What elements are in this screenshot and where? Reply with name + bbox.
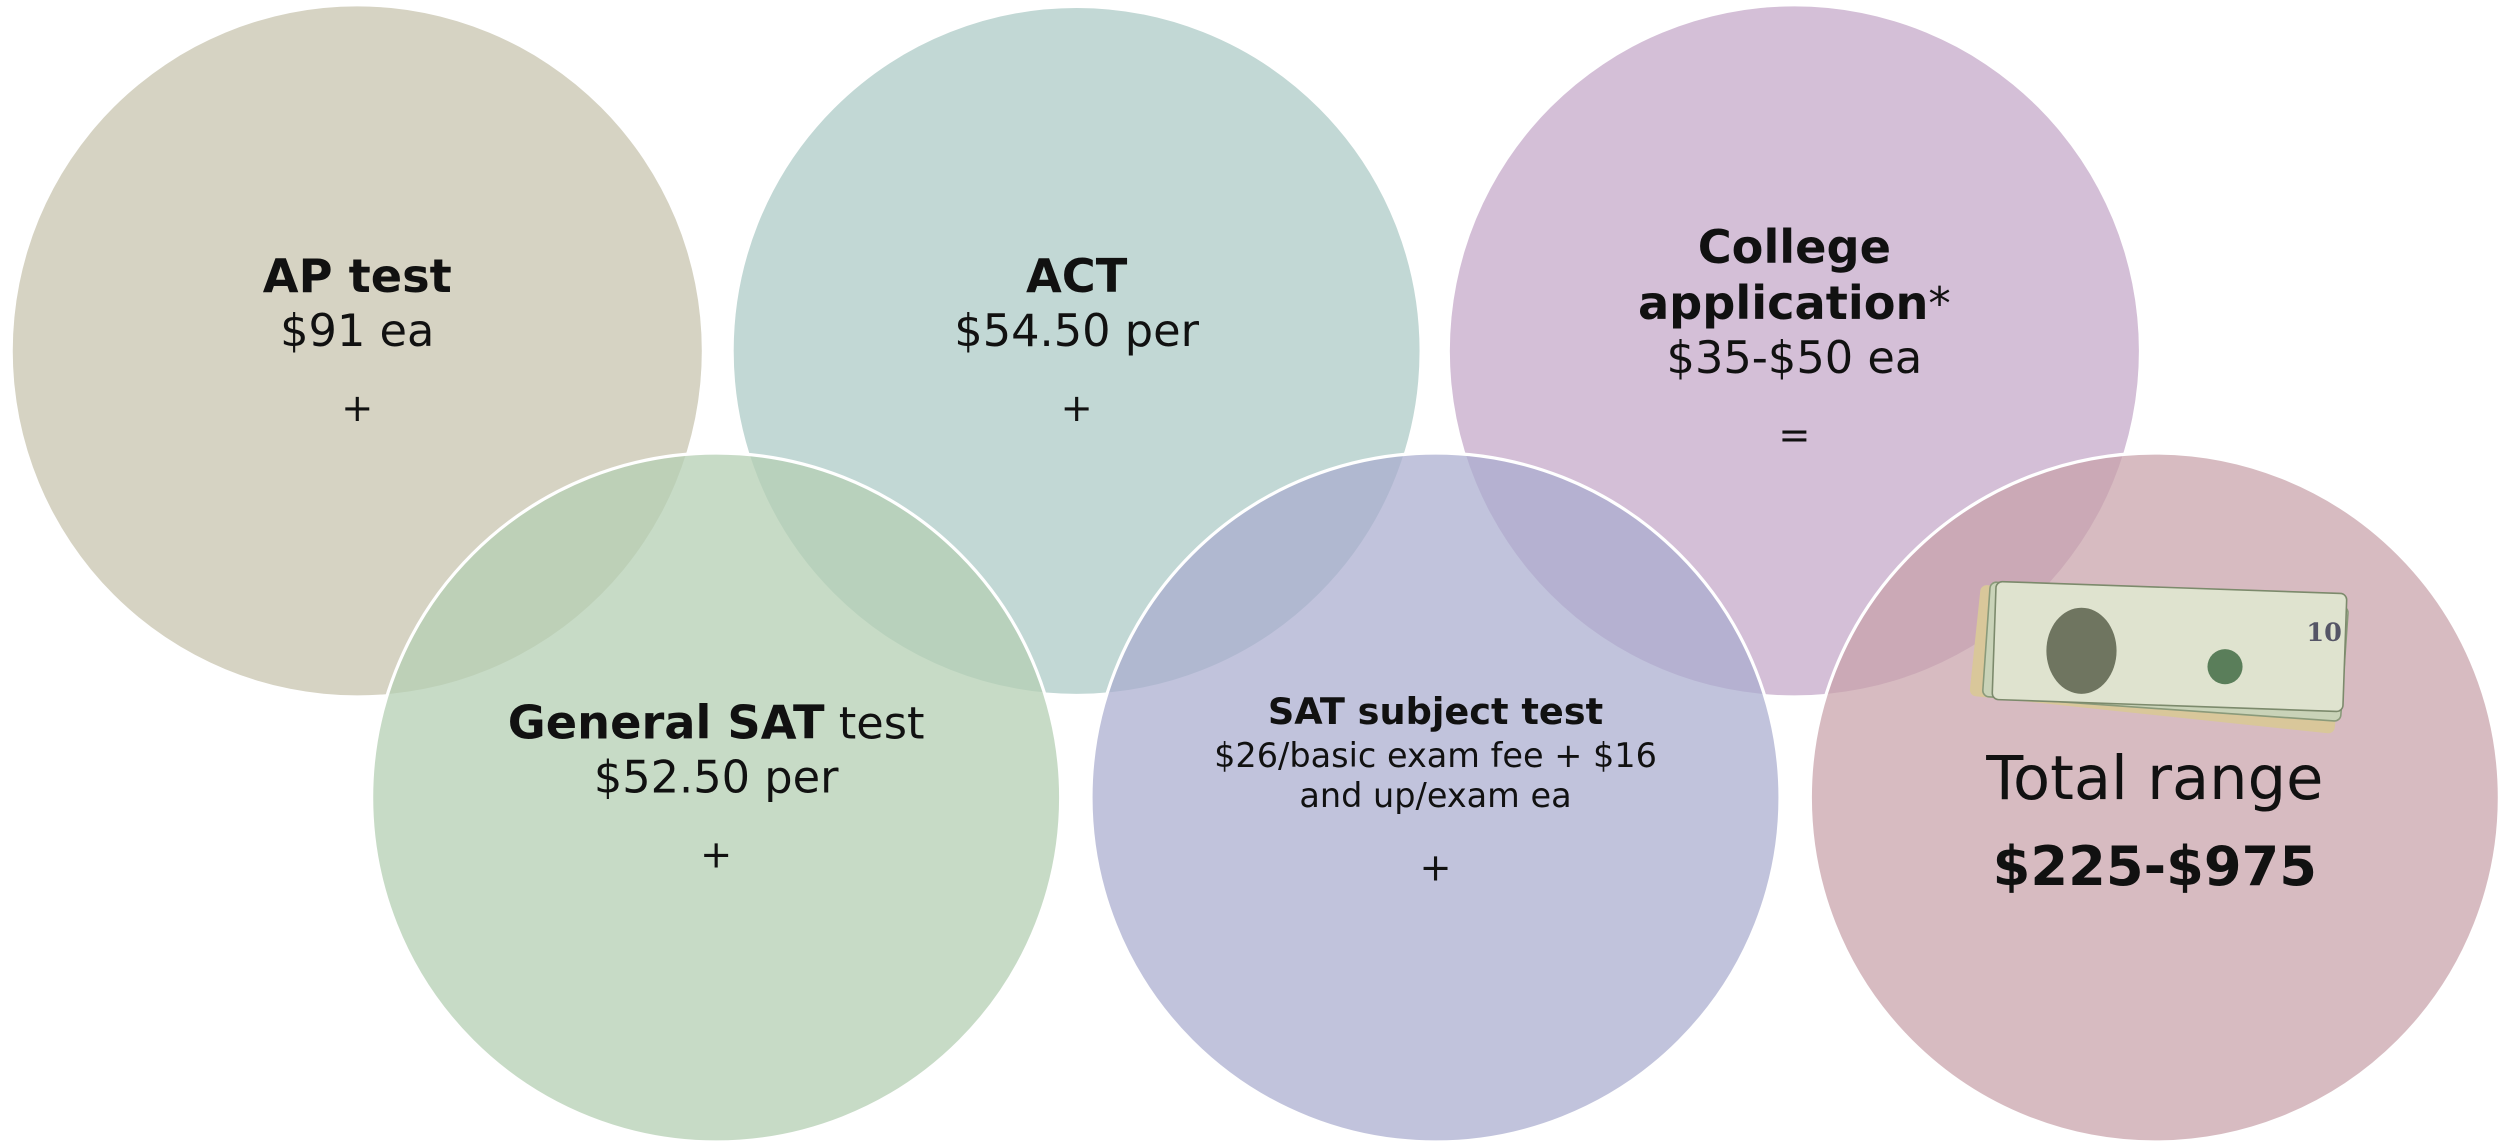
title-suffix: test — [839, 697, 925, 750]
sat-subject-text: SAT subject test $26/basic exam fee + $1… — [1188, 692, 1682, 891]
detail: $91 ea — [86, 304, 628, 358]
circles: 10 — [0, 0, 2501, 1142]
detail: $52.50 per — [445, 751, 987, 805]
title: AP test — [86, 249, 628, 305]
detail: $26/basic exam fee + $16 and up/exam ea — [1188, 736, 1682, 816]
title: Total range — [1884, 743, 2426, 816]
page: 10 AP test $91 ea + ACT $54.50 per + Col… — [0, 0, 2501, 1142]
operator: + — [86, 387, 628, 433]
detail: $225-$975 — [1884, 835, 2426, 900]
sat-text: General SAT test $52.50 per + — [445, 695, 987, 879]
operator: + — [805, 387, 1347, 433]
title: ACT — [805, 249, 1347, 305]
note: * — [1928, 277, 1950, 330]
operator: + — [1188, 845, 1682, 891]
operator: = — [1539, 413, 2049, 459]
ap-text: AP test $91 ea + — [86, 249, 628, 433]
svg-text:10: 10 — [2306, 618, 2342, 648]
detail: $35-$50 ea — [1667, 331, 1923, 384]
title: SAT subject test — [1188, 692, 1682, 736]
act-text: ACT $54.50 per + — [805, 249, 1347, 433]
total-text: Total range $225-$975 — [1884, 743, 2426, 900]
stage: 10 AP test $91 ea + ACT $54.50 per + Col… — [0, 0, 2501, 1142]
title: College application — [1638, 220, 1928, 330]
college-text: College application* $35-$50 ea = — [1539, 220, 2049, 459]
operator: + — [445, 833, 987, 879]
title: General SAT — [508, 695, 825, 749]
detail: $54.50 per — [805, 304, 1347, 358]
